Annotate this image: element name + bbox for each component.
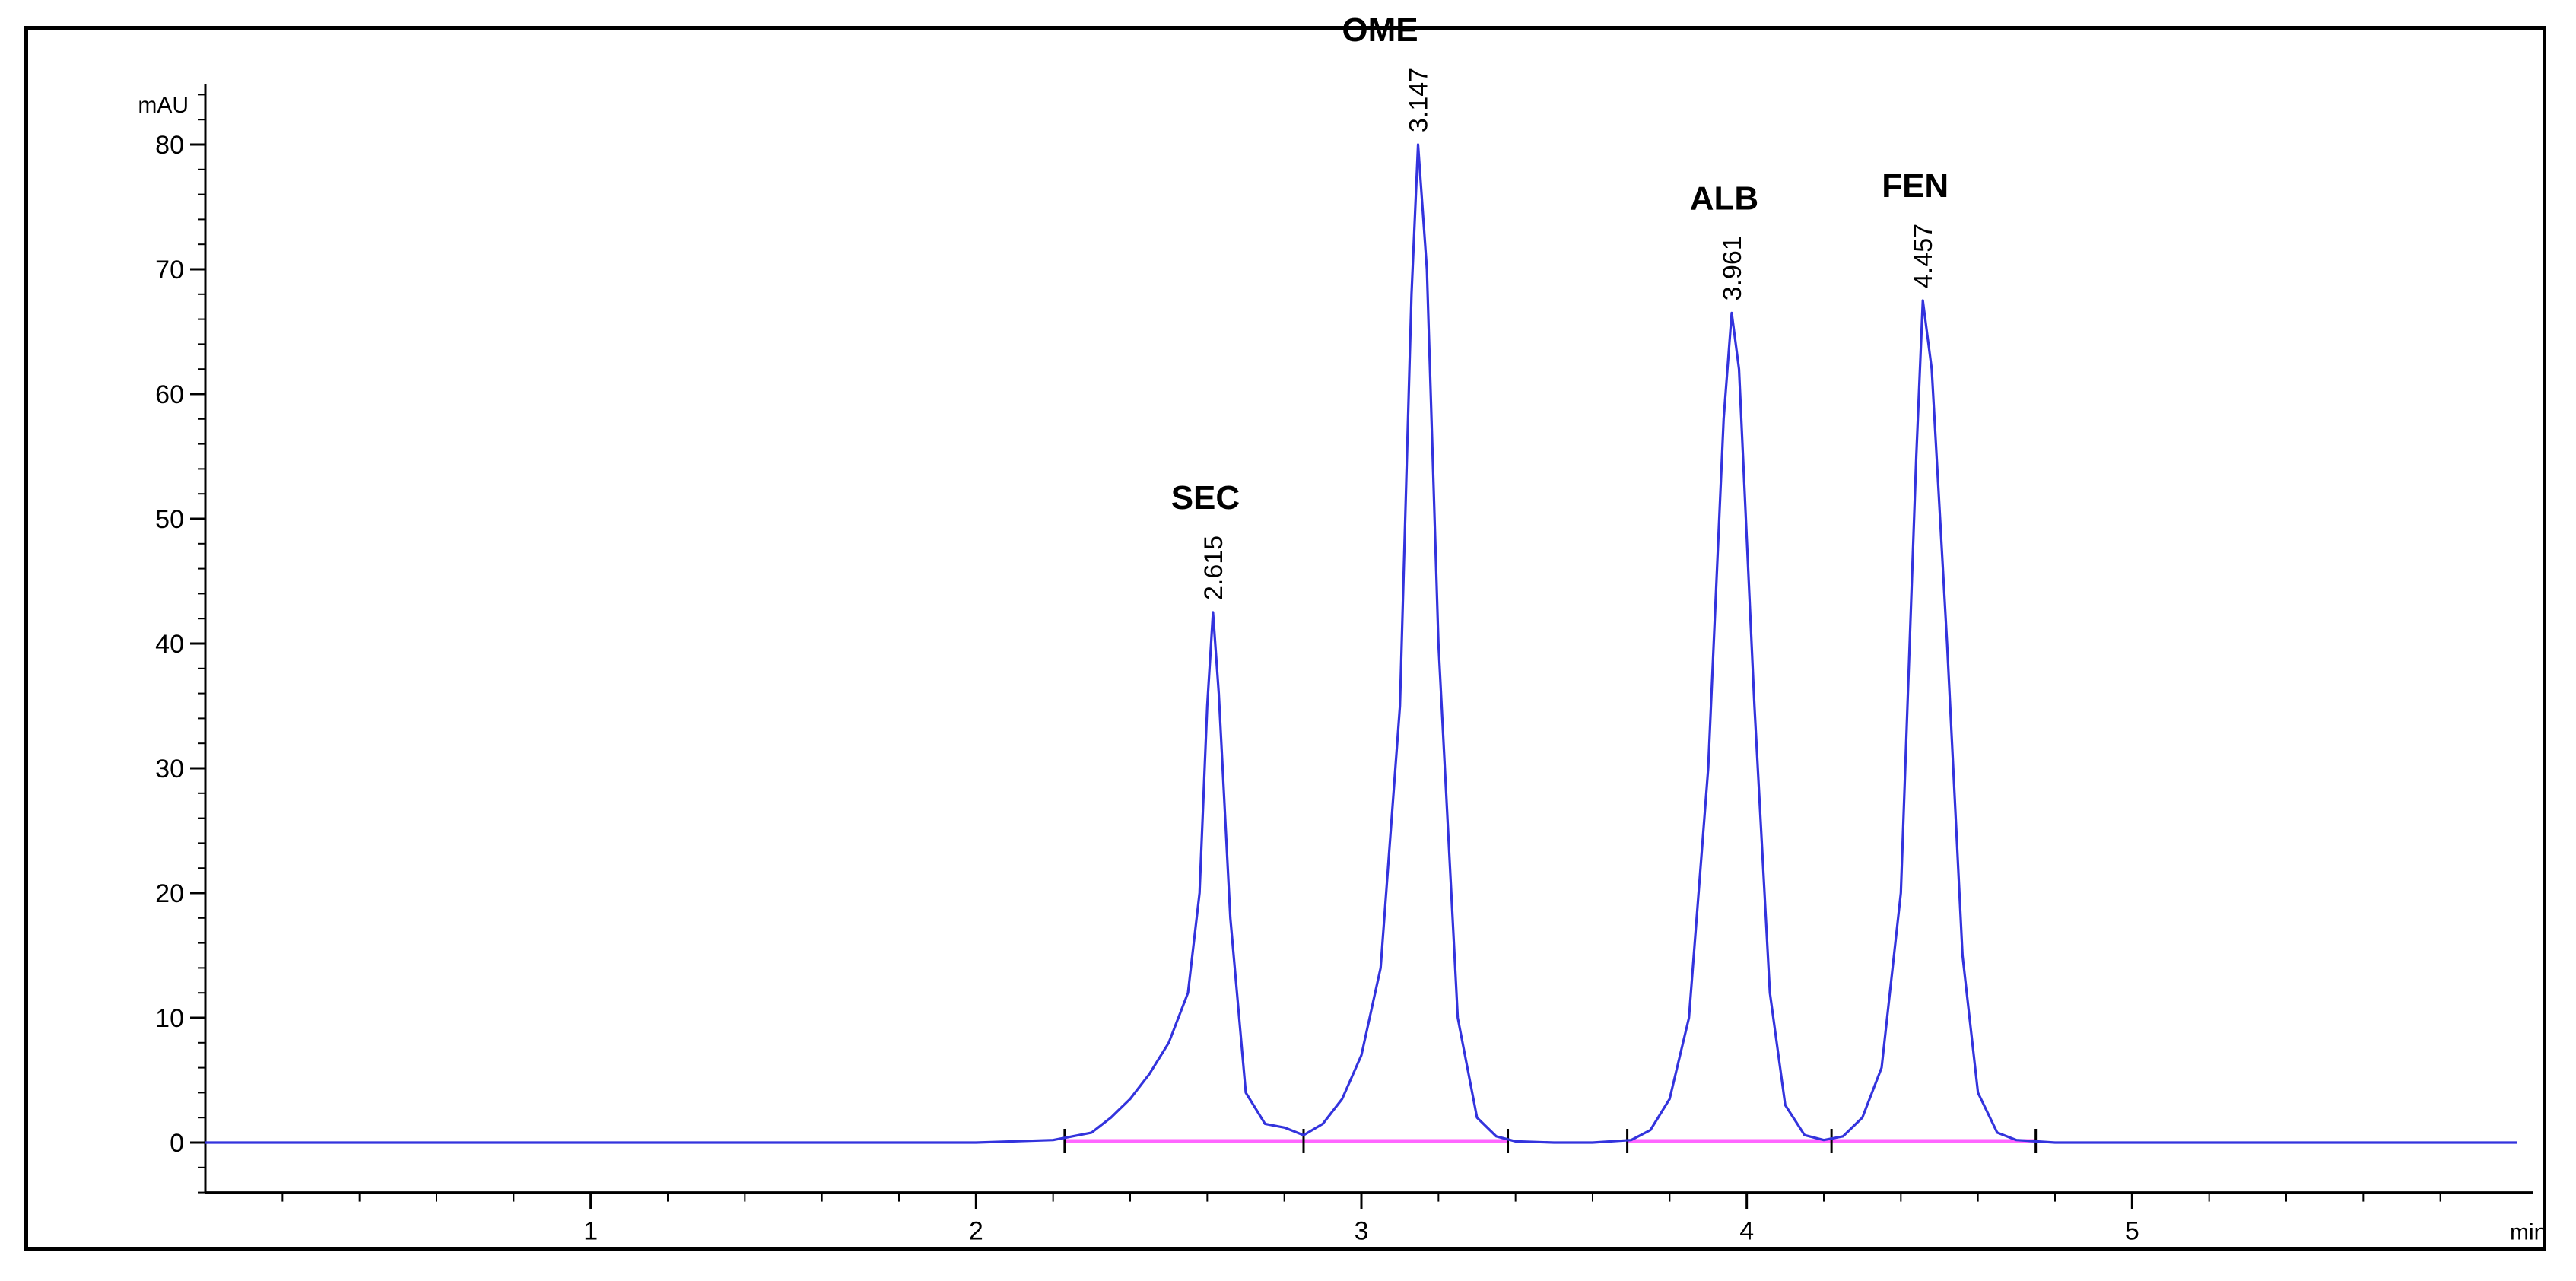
peak-rt-label-fen: 4.457 — [1909, 224, 1938, 288]
y-tick-label: 60 — [155, 380, 184, 409]
chromatogram-trace — [205, 143, 2517, 1144]
y-tick-label: 10 — [155, 1004, 184, 1033]
y-tick-label: 30 — [155, 755, 184, 784]
peak-name-alb: ALB — [1690, 180, 1758, 217]
y-tick-label: 20 — [155, 879, 184, 908]
y-tick-label: 70 — [155, 256, 184, 284]
x-tick-label: 4 — [1739, 1217, 1754, 1246]
peak-rt-label-ome: 3.147 — [1404, 68, 1433, 132]
peak-annotations: 2.615 SEC 3.147 OME 3.961 ALB 4.457 FEN — [1171, 11, 1949, 600]
chart-frame — [24, 26, 2546, 1251]
x-tick-label: 2 — [969, 1217, 983, 1246]
integration-baselines — [1063, 1129, 2038, 1153]
y-tick-label: 80 — [155, 131, 184, 160]
x-axis-unit-label: min — [2510, 1220, 2546, 1245]
peak-name-ome: OME — [1342, 11, 1418, 49]
peak-name-fen: FEN — [1882, 167, 1949, 205]
peak-rt-label-sec: 2.615 — [1199, 536, 1228, 600]
y-tick-label: 0 — [170, 1129, 184, 1158]
x-tick-label: 1 — [583, 1217, 598, 1246]
y-tick-label: 50 — [155, 505, 184, 534]
peak-name-sec: SEC — [1171, 479, 1240, 517]
y-axis-unit-label: mAU — [138, 93, 189, 118]
x-tick-label: 3 — [1355, 1217, 1369, 1246]
x-tick-label: 5 — [2125, 1217, 2139, 1246]
axes: 0 10 20 30 40 50 60 70 80 mAU 1 2 3 4 5 min — [138, 84, 2546, 1246]
peak-rt-label-alb: 3.961 — [1718, 236, 1747, 300]
trace — [205, 143, 2517, 1144]
y-tick-label: 40 — [155, 630, 184, 659]
